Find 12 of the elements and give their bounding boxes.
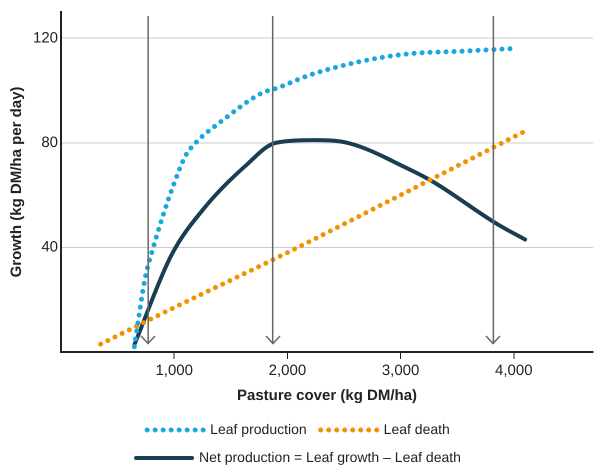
x-tick-label: 4,000 [494,362,533,380]
y-tick-label: 40 [41,238,58,256]
x-tick-label: 1,000 [155,362,193,380]
x-tick-label: 3,000 [382,362,420,380]
legend-label: Leaf death [384,420,450,437]
y-tick-label: 80 [41,134,58,151]
legend-label: Leaf production [210,420,307,437]
y-axis-title: Growth (kg DM/ha per day) [8,86,26,278]
y-tick-label: 120 [32,29,58,46]
legend-label: Net production = Leaf growth – Leaf death [199,448,461,465]
x-axis-title: Pasture cover (kg DM/ha) [236,387,418,404]
x-tick-label: 2,000 [268,362,306,380]
